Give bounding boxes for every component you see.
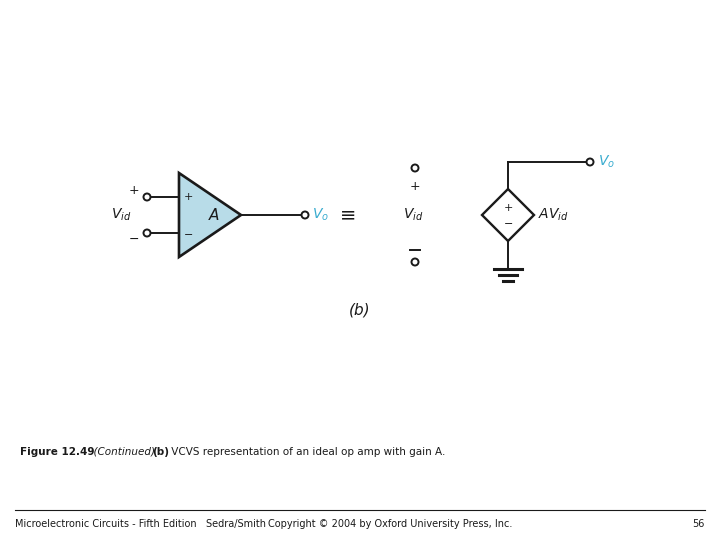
Circle shape [143, 193, 150, 200]
Circle shape [412, 259, 418, 266]
Polygon shape [179, 173, 241, 257]
Text: +: + [410, 179, 420, 192]
Text: (b): (b) [152, 447, 169, 457]
Text: (b): (b) [349, 302, 371, 318]
Text: $-$: $-$ [183, 228, 193, 238]
Text: 56: 56 [693, 519, 705, 529]
Text: +: + [503, 203, 513, 213]
Text: Copyright © 2004 by Oxford University Press, Inc.: Copyright © 2004 by Oxford University Pr… [268, 519, 512, 529]
Text: $A$: $A$ [208, 207, 220, 223]
Text: $AV_{id}$: $AV_{id}$ [538, 207, 569, 223]
Text: Microelectronic Circuits - Fifth Edition   Sedra/Smith: Microelectronic Circuits - Fifth Edition… [15, 519, 266, 529]
Circle shape [302, 212, 308, 219]
Text: +: + [184, 192, 193, 202]
Text: $-$: $-$ [128, 232, 140, 245]
Text: $V_{id}$: $V_{id}$ [111, 207, 131, 223]
Text: $V_o$: $V_o$ [598, 154, 615, 170]
Text: $V_{id}$: $V_{id}$ [402, 207, 423, 223]
Circle shape [143, 230, 150, 237]
Text: ≡: ≡ [340, 206, 356, 225]
Text: $-$: $-$ [503, 217, 513, 227]
Text: +: + [129, 184, 139, 197]
Polygon shape [482, 189, 534, 241]
Circle shape [587, 159, 593, 165]
Text: $V_o$: $V_o$ [312, 207, 329, 223]
Text: Figure 12.49: Figure 12.49 [20, 447, 94, 457]
Text: (Continued): (Continued) [87, 447, 158, 457]
Text: VCVS representation of an ideal op amp with gain A.: VCVS representation of an ideal op amp w… [168, 447, 446, 457]
Circle shape [412, 165, 418, 172]
